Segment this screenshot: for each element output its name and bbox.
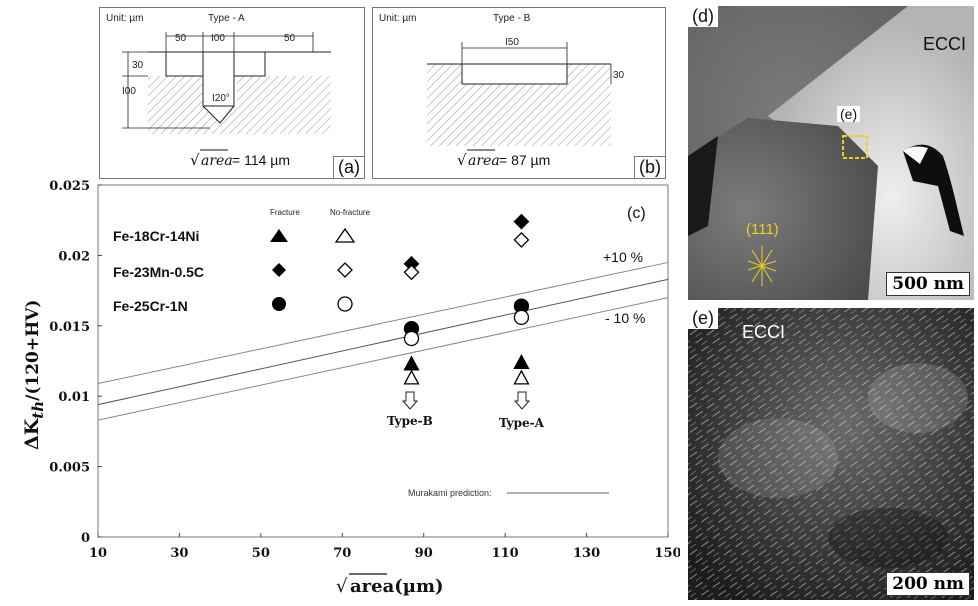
dim-b-depth: 30 — [613, 70, 625, 81]
legend-marker-circle-open — [338, 297, 352, 311]
plane-label: (111) — [746, 221, 779, 238]
panel-e-scale-text: 200 nm — [892, 574, 964, 594]
x-tick-label: 130 — [573, 546, 600, 561]
panel-b-unit: Unit: µm — [379, 13, 416, 24]
type-b-label: Type-B — [387, 414, 433, 428]
panel-c-label: (c) — [627, 205, 646, 222]
y-tick-label: 0 — [81, 531, 90, 546]
dim-a-depth-total: I00 — [122, 86, 136, 97]
panel-d-label: (d) — [688, 6, 718, 27]
y-axis-ticks: 0 0.005 0.01 0.015 0.02 0.025 — [49, 180, 102, 546]
y-tick-label: 0.02 — [58, 249, 90, 264]
legend-fe-18cr-14ni: Fe-18Cr-14Ni — [113, 228, 199, 244]
y-axis-title: ΔKth/(120+HV) — [21, 300, 47, 450]
chart-c: 10 30 50 70 90 110 130 150 00.0050.010.0150.020… — [0, 180, 680, 600]
panel-a-label: (a) — [333, 156, 364, 178]
legend-marker-circle-filled — [272, 297, 286, 311]
band-minus-label: - 10 % — [605, 310, 645, 326]
point-circle-no-fracture — [514, 310, 528, 324]
panel-e-micrograph: (e) ECCI 200 nm — [688, 308, 974, 600]
y-tick-label: 0.015 — [49, 320, 90, 335]
area-a-value: = 114 µm — [232, 152, 290, 168]
area-a-symbol: area — [201, 153, 233, 169]
x-tick-label: 10 — [89, 546, 107, 561]
x-axis-sqrt: √ — [336, 576, 348, 597]
band-plus-label: +10 % — [603, 249, 643, 265]
panel-a-notch-type-a: Unit: µm Type - A 50 I00 50 30 I00 I20° … — [99, 7, 365, 179]
legend-nofracture-header: No-fracture — [330, 208, 371, 217]
panel-b-notch-type-b: Unit: µm Type - B I50 30 √ area = 87 µm … — [372, 7, 666, 179]
panel-e-scale-bar: 200 nm — [886, 572, 970, 596]
panel-a-type: Type - A — [208, 13, 245, 24]
murakami-label: Murakami prediction: — [408, 488, 492, 498]
x-tick-label: 50 — [252, 546, 270, 561]
panel-d-box-label: (e) — [837, 106, 860, 122]
legend-fe-23mn-05c: Fe-23Mn-0.5C — [113, 264, 204, 280]
angle-a: I20° — [212, 93, 230, 104]
notch-b-diagram: Unit: µm Type - B I50 30 √ area = 87 µm — [373, 8, 665, 178]
area-b-value: = 87 µm — [499, 152, 550, 168]
legend-fe-25cr-1n: Fe-25Cr-1N — [113, 298, 188, 314]
x-tick-label: 70 — [333, 546, 351, 561]
panel-a-unit: Unit: µm — [106, 13, 143, 24]
dim-a-left: 50 — [175, 33, 187, 44]
dim-b-width: I50 — [505, 37, 519, 48]
x-tick-label: 90 — [415, 546, 433, 561]
type-a-label: Type-A — [499, 416, 545, 430]
point-circle-no-fracture — [405, 331, 419, 345]
panel-e-label: (e) — [688, 308, 718, 329]
y-tick-label: 0.025 — [49, 180, 90, 194]
dim-a-depth-shallow: 30 — [132, 60, 144, 71]
panel-e-mode: ECCI — [742, 322, 785, 343]
hatched-body — [148, 76, 331, 134]
panel-b-type: Type - B — [493, 13, 531, 24]
dim-a-right: 50 — [284, 33, 296, 44]
x-axis-title: area(µm) — [350, 576, 444, 597]
legend-fracture-header: Fracture — [270, 208, 300, 217]
sqrt-symbol: √ — [190, 151, 200, 169]
x-tick-label: 150 — [654, 546, 680, 561]
y-tick-label: 0.01 — [58, 390, 90, 405]
area-b-symbol: area — [468, 153, 500, 169]
micrograph-e-image — [688, 308, 974, 600]
y-tick-label: 0.005 — [49, 461, 90, 476]
notch-a-diagram: Unit: µm Type - A 50 I00 50 30 I00 I20° … — [100, 8, 364, 178]
panel-d-micrograph: (d) ECCI (e) (111) 500 nm — [688, 6, 974, 300]
x-tick-label: 30 — [170, 546, 188, 561]
sqrt-symbol-b: √ — [457, 151, 467, 169]
panel-b-label: (b) — [634, 156, 665, 178]
panel-d-scale-text: 500 nm — [892, 274, 964, 294]
panel-d-scale-bar: 500 nm — [886, 272, 970, 296]
x-tick-label: 110 — [492, 546, 519, 561]
dim-a-mid: I00 — [211, 33, 225, 44]
panel-d-mode: ECCI — [923, 34, 966, 55]
